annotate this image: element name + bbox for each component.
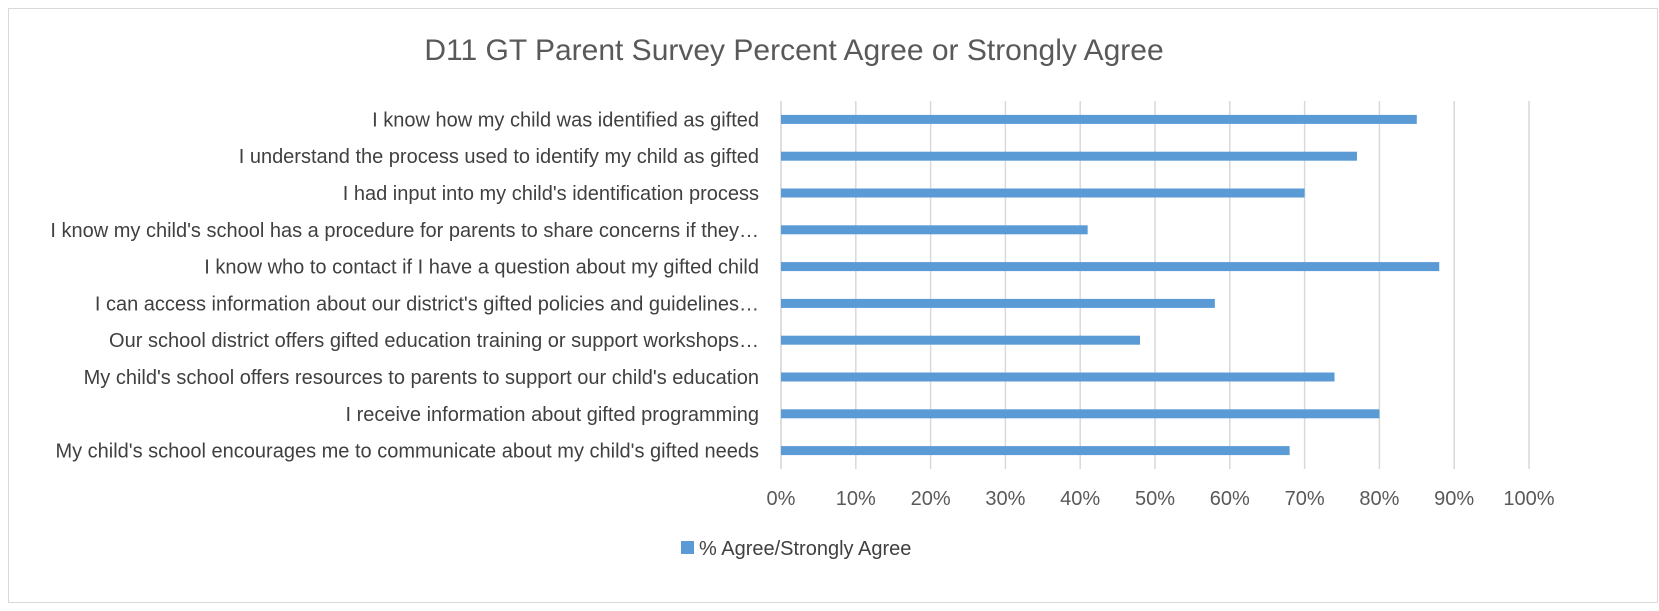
chart-frame: D11 GT Parent Survey Percent Agree or St… bbox=[8, 8, 1658, 603]
bar bbox=[781, 262, 1440, 272]
category-label: I had input into my child's identificati… bbox=[343, 183, 759, 205]
legend-label: % Agree/Strongly Agree bbox=[699, 538, 911, 560]
category-label: My child's school encourages me to commu… bbox=[55, 441, 759, 463]
x-tick-label: 40% bbox=[1060, 488, 1100, 510]
x-tick-label: 30% bbox=[985, 488, 1025, 510]
x-tick-label: 10% bbox=[836, 488, 876, 510]
bar bbox=[781, 335, 1141, 345]
x-tick-label: 60% bbox=[1210, 488, 1250, 510]
legend: % Agree/Strongly Agree bbox=[681, 538, 911, 560]
category-label: My child's school offers resources to pa… bbox=[84, 367, 759, 389]
x-tick-label: 100% bbox=[1503, 488, 1554, 510]
bar-chart: D11 GT Parent Survey Percent Agree or St… bbox=[50, 34, 1555, 560]
legend-swatch bbox=[681, 541, 694, 554]
bar bbox=[781, 409, 1380, 419]
bar bbox=[781, 114, 1417, 124]
bar bbox=[781, 298, 1215, 308]
category-label: I receive information about gifted progr… bbox=[345, 404, 759, 426]
bar bbox=[781, 188, 1305, 198]
x-axis-tick-labels: 0% 10% 20% 30% 40% 50% 60% 70% 80% 90% 100% bbox=[767, 488, 1555, 510]
bar bbox=[781, 151, 1357, 161]
bar bbox=[781, 446, 1290, 456]
bar bbox=[781, 372, 1335, 382]
category-label: I know who to contact if I have a questi… bbox=[204, 257, 759, 279]
x-tick-label: 80% bbox=[1359, 488, 1399, 510]
gridlines bbox=[780, 101, 1530, 469]
chart-title: D11 GT Parent Survey Percent Agree or St… bbox=[424, 34, 1163, 67]
category-label: I understand the process used to identif… bbox=[239, 146, 759, 168]
x-tick-label: 70% bbox=[1285, 488, 1325, 510]
bars bbox=[781, 114, 1440, 456]
category-label: I know how my child was identified as gi… bbox=[372, 109, 759, 131]
x-tick-label: 0% bbox=[767, 488, 796, 510]
x-tick-label: 90% bbox=[1434, 488, 1474, 510]
x-tick-label: 50% bbox=[1135, 488, 1175, 510]
bar bbox=[781, 225, 1088, 235]
category-label: Our school district offers gifted educat… bbox=[109, 330, 759, 352]
category-label: I can access information about our distr… bbox=[95, 293, 759, 315]
category-label: I know my child's school has a procedure… bbox=[50, 220, 759, 242]
category-labels: I know how my child was identified as gi… bbox=[50, 109, 759, 462]
x-tick-label: 20% bbox=[911, 488, 951, 510]
